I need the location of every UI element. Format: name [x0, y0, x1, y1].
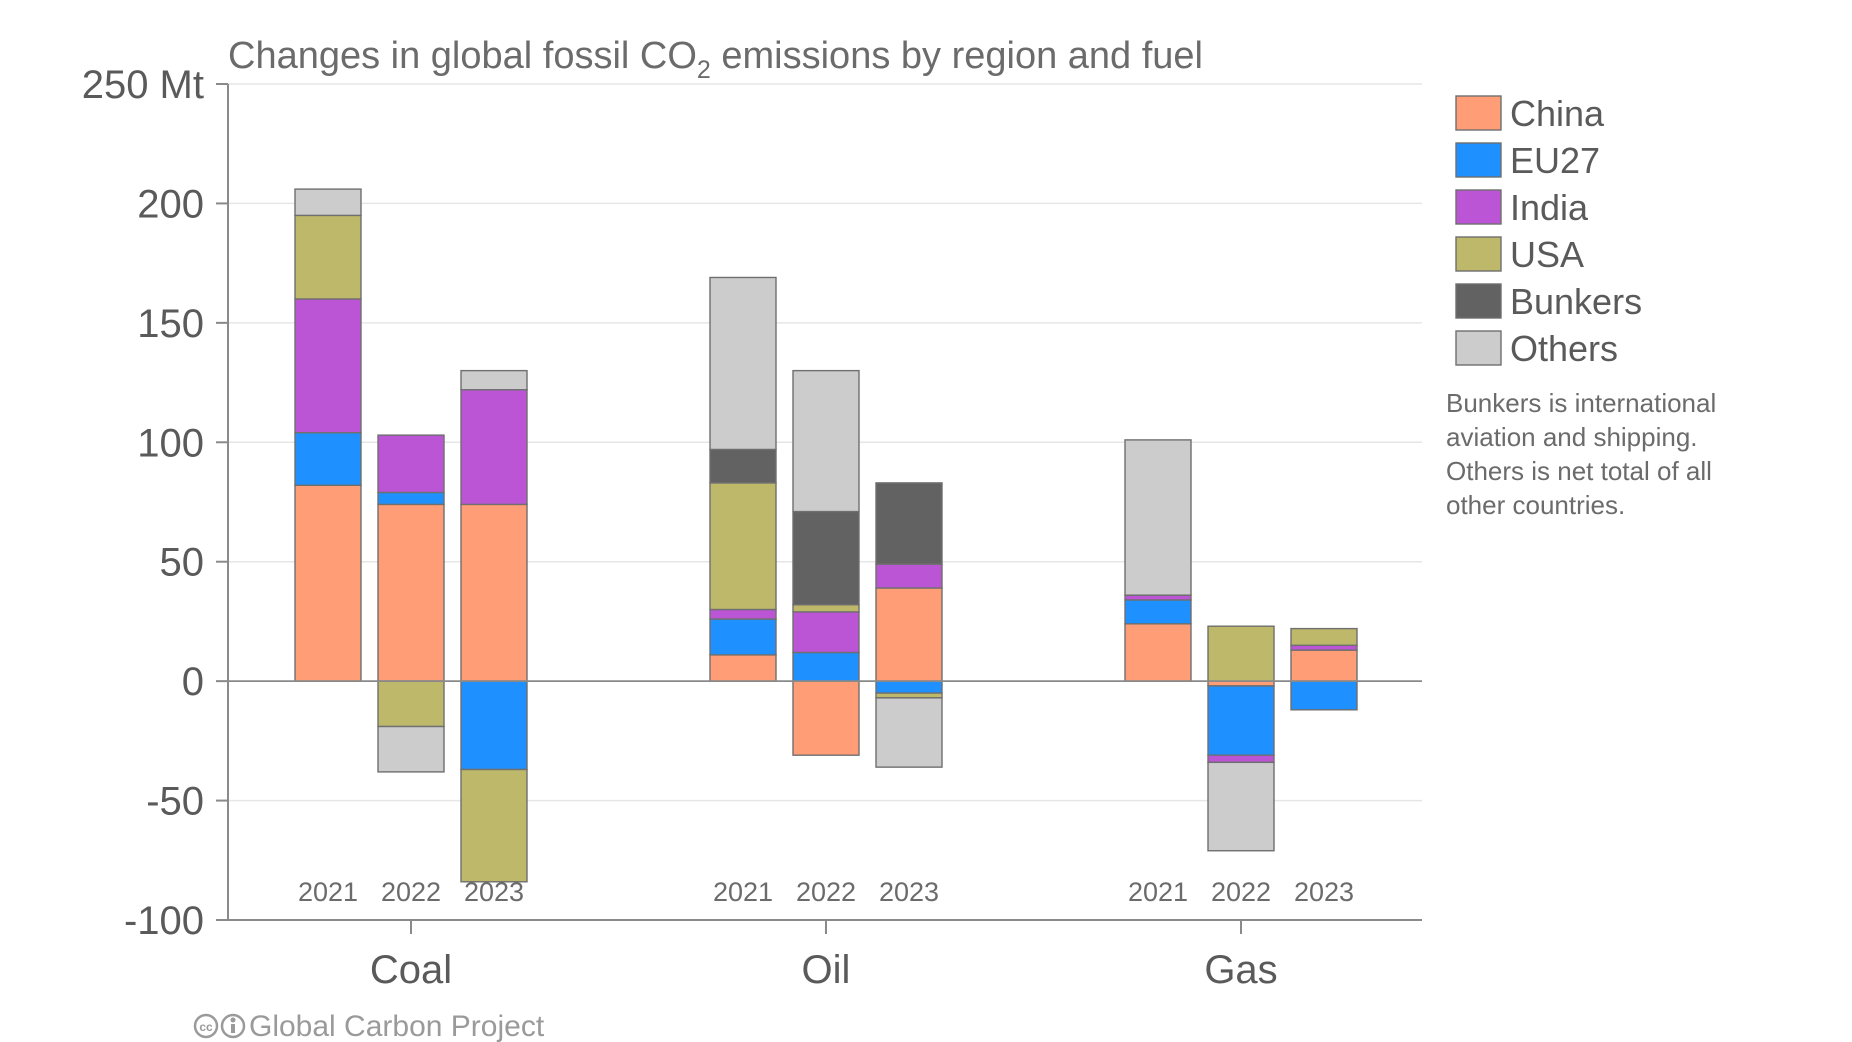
- legend-label-china: China: [1510, 93, 1605, 134]
- chart-title-rest: emissions by region and fuel: [711, 35, 1203, 77]
- bar-segment-oil-2022-eu27: [792, 651, 860, 682]
- legend-swatch-china: [1455, 95, 1502, 131]
- bar-segment-coal-2022-usa: [377, 680, 445, 728]
- legend-label-eu27: EU27: [1510, 140, 1600, 181]
- bar-segment-gas-2023-usa: [1290, 627, 1358, 647]
- year-label: 2023: [464, 877, 524, 907]
- group-label-oil: Oil: [802, 948, 851, 992]
- cc-icon-glyph: cc: [199, 1020, 213, 1034]
- bar-segment-oil-2023-india: [875, 563, 943, 589]
- group-label-coal: Coal: [370, 948, 452, 992]
- credit-text: Global Carbon Project: [249, 1010, 545, 1042]
- bar-segment-coal-2022-eu27: [377, 491, 445, 506]
- year-label: 2022: [1211, 877, 1271, 907]
- chart-title-main: Changes in global fossil CO: [228, 35, 697, 77]
- legend-label-india: India: [1510, 187, 1589, 228]
- note-line: Others is net total of all: [1446, 456, 1712, 486]
- year-label: 2021: [713, 877, 773, 907]
- year-label: 2023: [879, 877, 939, 907]
- bar-segment-coal-2021-usa: [294, 214, 362, 300]
- note-line: Bunkers is international: [1446, 388, 1716, 418]
- bar-segment-coal-2021-china: [294, 484, 362, 682]
- legend-note: Bunkers is international aviation and shi…: [1446, 388, 1716, 520]
- bar-segment-gas-2021-india: [1124, 594, 1192, 601]
- bar-segment-coal-2021-eu27: [294, 432, 362, 486]
- bar-segment-coal-2021-india: [294, 298, 362, 434]
- year-label: 2022: [796, 877, 856, 907]
- bar-segment-coal-2023-china: [460, 503, 528, 682]
- bar-segment-oil-2022-others: [792, 369, 860, 513]
- legend-label-others: Others: [1510, 328, 1618, 369]
- y-tick-label: 100: [137, 421, 204, 465]
- year-label: 2022: [381, 877, 441, 907]
- note-line: other countries.: [1446, 490, 1625, 520]
- bar-segment-coal-2022-others: [377, 725, 445, 773]
- bar-segment-gas-2021-china: [1124, 623, 1192, 682]
- bar-segment-oil-2021-india: [709, 608, 777, 620]
- y-tick-label: 200: [137, 182, 204, 226]
- bar-segment-oil-2023-others: [875, 697, 943, 768]
- y-tick-label: 150: [137, 302, 204, 346]
- bar-segment-oil-2023-eu27: [875, 680, 943, 694]
- y-tick-label: 250 Mt: [82, 63, 204, 107]
- bar-segment-coal-2023-others: [460, 369, 528, 391]
- bars: [228, 188, 1422, 883]
- bar-segment-oil-2023-bunkers: [875, 482, 943, 565]
- bar-segment-oil-2023-usa: [875, 692, 943, 699]
- y-tick-label: 50: [160, 541, 205, 585]
- bar-segment-gas-2023-eu27: [1290, 680, 1358, 711]
- year-label: 2021: [1128, 877, 1188, 907]
- bar-segment-coal-2023-eu27: [460, 680, 528, 771]
- bar-segment-oil-2021-others: [709, 276, 777, 451]
- legend: China EU27 India USA Bunkers Others: [1455, 93, 1642, 369]
- cc-icon: [193, 1013, 219, 1039]
- bar-segment-gas-2022-india: [1207, 754, 1275, 764]
- bar-segment-oil-2023-china: [875, 587, 943, 682]
- attribution-icon-body: [231, 1024, 235, 1033]
- bar-segment-gas-2021-eu27: [1124, 599, 1192, 625]
- bar-segment-oil-2021-china: [709, 654, 777, 682]
- y-tick-label: -100: [124, 899, 204, 943]
- group-label-gas: Gas: [1204, 948, 1277, 992]
- bar-segment-oil-2022-china: [792, 680, 860, 756]
- bar-segment-oil-2022-bunkers: [792, 510, 860, 606]
- y-tick-label: -50: [146, 780, 204, 824]
- bar-segment-gas-2023-india: [1290, 644, 1358, 651]
- bar-segment-coal-2022-india: [377, 434, 445, 494]
- year-label: 2023: [1294, 877, 1354, 907]
- legend-swatch-india: [1455, 189, 1502, 225]
- legend-label-usa: USA: [1510, 234, 1584, 275]
- note-line: aviation and shipping.: [1446, 422, 1698, 452]
- bar-segment-oil-2022-usa: [792, 604, 860, 613]
- legend-label-bunkers: Bunkers: [1510, 281, 1642, 322]
- credit: cc Global Carbon Project: [193, 1010, 545, 1042]
- legend-swatch-others: [1455, 330, 1502, 366]
- bar-segment-gas-2022-eu27: [1207, 685, 1275, 756]
- y-tick-label: 0: [182, 660, 204, 704]
- x-axis: Coal 2021 2022 2023 Oil 2021 2022 2023 Gas 2021 20…: [228, 877, 1422, 992]
- bar-segment-oil-2021-usa: [709, 482, 777, 611]
- bar-segment-oil-2021-bunkers: [709, 448, 777, 484]
- legend-swatch-usa: [1455, 236, 1502, 272]
- bar-segment-coal-2022-china: [377, 503, 445, 682]
- bar-segment-oil-2021-eu27: [709, 618, 777, 656]
- bar-segment-gas-2022-usa: [1207, 625, 1275, 682]
- bar-segment-coal-2021-others: [294, 188, 362, 217]
- chart-title-subscript: 2: [697, 56, 711, 84]
- y-axis: 250 Mt 200 150 100 50 0 -50 -100: [82, 63, 229, 943]
- legend-swatch-eu27: [1455, 142, 1502, 178]
- bar-segment-gas-2021-others: [1124, 439, 1192, 596]
- bar-segment-gas-2023-china: [1290, 649, 1358, 682]
- bar-segment-gas-2022-others: [1207, 761, 1275, 852]
- attribution-icon-head: [230, 1017, 236, 1023]
- chart-title: Changes in global fossil CO2 emissions b…: [228, 35, 1203, 84]
- legend-swatch-bunkers: [1455, 283, 1502, 319]
- year-label: 2021: [298, 877, 358, 907]
- bar-segment-oil-2022-india: [792, 611, 860, 654]
- attribution-icon: [220, 1013, 246, 1039]
- bar-segment-coal-2023-usa: [460, 768, 528, 883]
- bar-segment-coal-2023-india: [460, 389, 528, 506]
